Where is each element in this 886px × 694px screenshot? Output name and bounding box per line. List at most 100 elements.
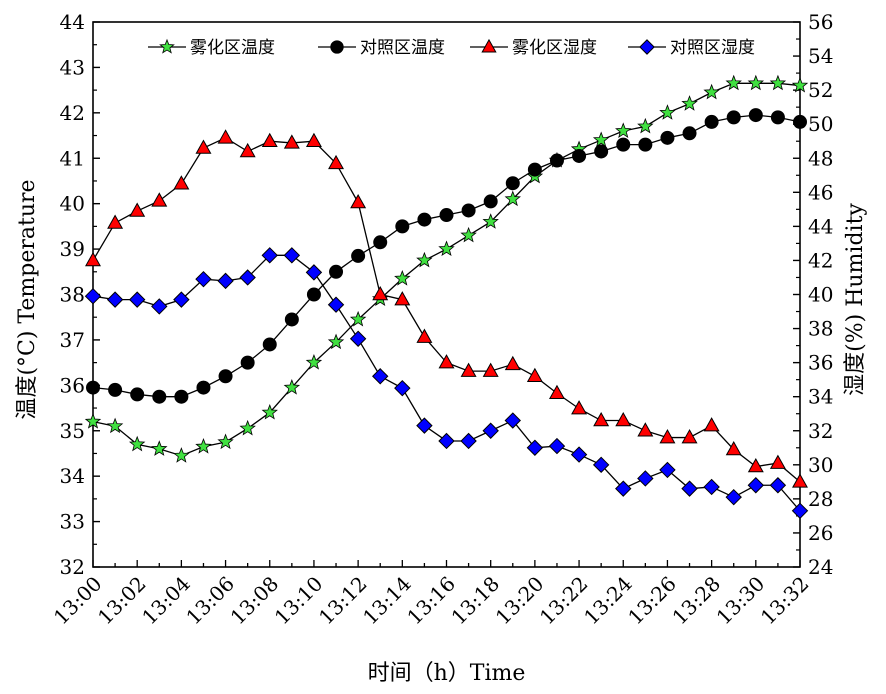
- data-point: [394, 269, 411, 286]
- data-point: [305, 354, 323, 370]
- data-point: [372, 368, 389, 385]
- data-point: [173, 447, 190, 463]
- data-point: [283, 134, 300, 149]
- data-point: [594, 144, 609, 159]
- data-point: [747, 74, 765, 91]
- data-point: [416, 251, 433, 268]
- series-markers-group: [84, 247, 809, 520]
- data-point: [439, 208, 454, 223]
- data-point: [261, 132, 278, 147]
- data-point: [305, 132, 322, 147]
- data-point: [638, 137, 653, 152]
- data-point: [659, 429, 676, 444]
- right-y-tick-label: 42: [808, 248, 833, 272]
- data-point: [327, 333, 345, 350]
- left-y-tick-label: 36: [60, 373, 85, 397]
- data-point: [330, 40, 344, 54]
- right-y-tick-label: 46: [808, 180, 833, 204]
- data-point: [747, 477, 765, 494]
- x-tick-label: 13:24: [579, 572, 637, 630]
- data-point: [505, 176, 520, 191]
- data-point: [416, 328, 433, 343]
- left-y-tick-label: 32: [60, 555, 85, 579]
- data-point: [305, 264, 323, 281]
- data-point: [682, 126, 697, 141]
- data-point: [681, 429, 698, 444]
- data-point: [548, 384, 565, 400]
- left-y-tick-label: 39: [60, 237, 85, 261]
- x-tick-label: 13:08: [226, 572, 284, 630]
- data-point: [504, 190, 521, 207]
- data-point: [152, 389, 167, 404]
- series-markers-group: [84, 74, 809, 463]
- data-point: [84, 287, 102, 305]
- left-y-tick-label: 41: [60, 146, 85, 170]
- x-tick-label: 13:22: [535, 572, 593, 630]
- data-point: [416, 417, 433, 434]
- x-tick-label: 13:18: [446, 572, 504, 630]
- data-point: [659, 104, 676, 120]
- left-y-tick-label: 40: [60, 192, 85, 216]
- data-point: [151, 298, 168, 315]
- right-y-tick-label: 54: [808, 44, 833, 68]
- right-y-tick-label: 50: [808, 112, 833, 136]
- right-y-tick-label: 24: [808, 555, 833, 579]
- x-tick-label: 13:12: [314, 572, 372, 630]
- x-tick-label: 13:10: [270, 572, 328, 630]
- right-y-tick-label: 40: [808, 283, 833, 307]
- data-point: [704, 114, 719, 129]
- left-y-tick-label: 42: [60, 101, 85, 125]
- data-point: [438, 432, 455, 450]
- data-point: [349, 310, 367, 327]
- data-point: [615, 412, 632, 427]
- right-y-tick-label: 26: [808, 521, 833, 545]
- data-point: [526, 439, 544, 456]
- legend-item: 对照区湿度: [628, 38, 755, 58]
- data-point: [571, 400, 588, 415]
- x-tick-label: 13:06: [181, 572, 239, 630]
- data-point: [283, 247, 301, 264]
- legend-item: 雾化区温度: [148, 38, 275, 58]
- data-point: [151, 440, 168, 456]
- right-y-tick-label: 56: [808, 10, 833, 34]
- data-point: [394, 291, 411, 306]
- data-point: [159, 38, 175, 54]
- data-point: [725, 440, 742, 456]
- data-point: [570, 446, 588, 463]
- data-point: [637, 422, 654, 437]
- data-point: [548, 437, 566, 455]
- x-tick-label: 13:30: [712, 572, 770, 630]
- legend-item: 雾化区湿度: [470, 38, 597, 58]
- data-point: [482, 362, 499, 377]
- data-point: [483, 194, 498, 209]
- legend: 雾化区温度 对照区温度 雾化区湿度 对照区湿度: [148, 38, 755, 58]
- data-point: [218, 369, 233, 384]
- data-point: [284, 312, 299, 327]
- data-point: [615, 480, 632, 497]
- right-y-tick-label: 48: [808, 146, 833, 170]
- series-line: [92, 82, 801, 457]
- data-point: [703, 478, 720, 496]
- data-point: [173, 291, 190, 308]
- data-point: [769, 477, 787, 494]
- data-point: [395, 219, 410, 234]
- series-markers-group: [85, 129, 808, 488]
- data-point: [417, 212, 432, 227]
- left-y-tick-label: 33: [60, 510, 85, 534]
- data-point: [128, 435, 146, 452]
- data-point: [681, 95, 698, 111]
- x-tick-label: 13:14: [358, 572, 416, 630]
- data-point: [792, 473, 808, 488]
- left-y-tick-label: 34: [60, 464, 85, 488]
- data-point: [681, 480, 698, 497]
- data-point: [660, 130, 675, 145]
- data-point: [373, 235, 388, 250]
- data-point: [350, 194, 367, 209]
- data-point: [217, 433, 234, 450]
- data-point: [129, 202, 146, 217]
- data-point: [504, 355, 521, 371]
- data-point: [106, 417, 124, 434]
- right-y-tick-label: 52: [808, 78, 833, 102]
- data-point: [791, 76, 809, 93]
